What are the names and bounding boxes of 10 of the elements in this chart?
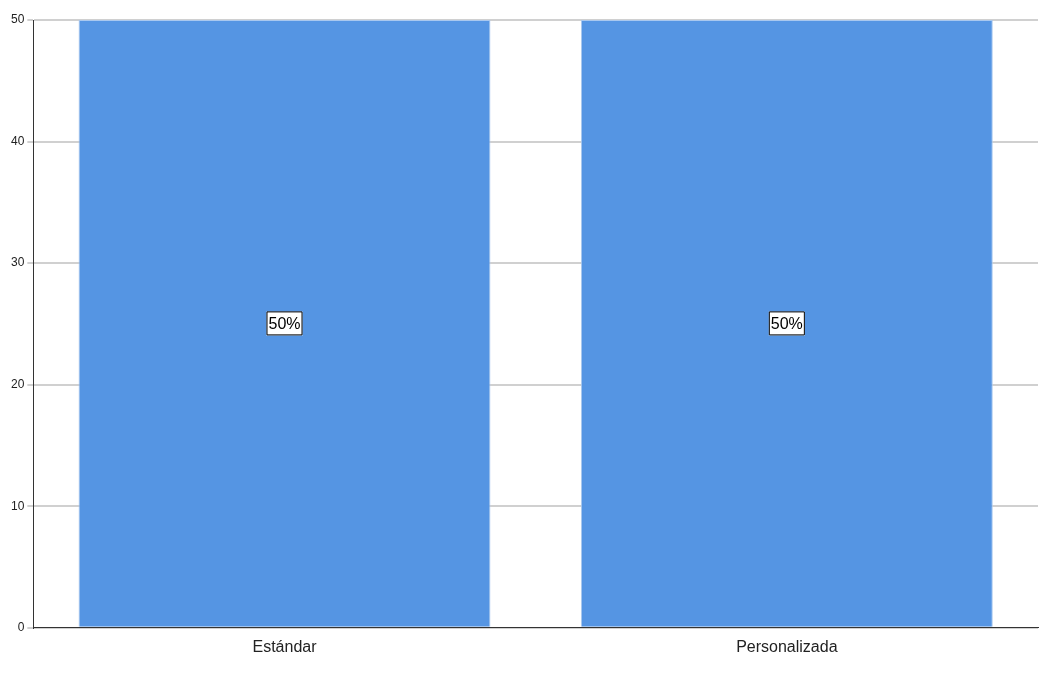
y-tick-label: 50 [10,12,25,27]
data-label: 50% [770,314,803,332]
x-tick-label: Estándar [252,637,318,655]
y-tick-label: 40 [10,133,25,148]
y-tick-label: 10 [10,498,25,513]
y-tick-label: 0 [17,620,25,635]
y-tick-label: 20 [10,376,25,391]
data-label: 50% [268,314,301,332]
x-tick-label: Personalizada [736,637,838,655]
y-tick-label: 30 [10,255,25,270]
